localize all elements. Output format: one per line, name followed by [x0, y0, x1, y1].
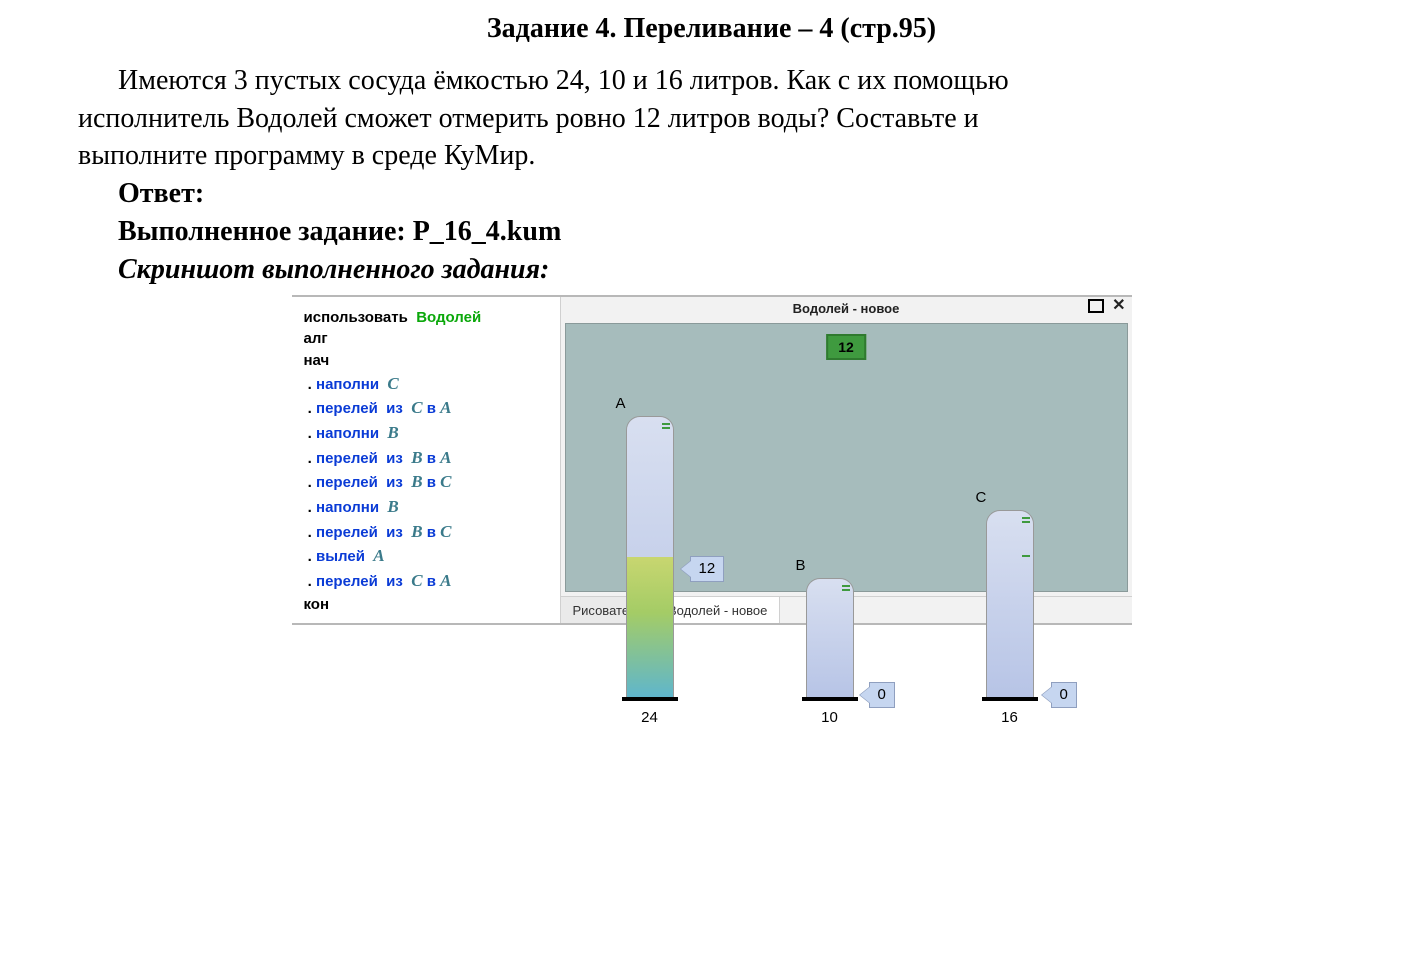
keyword-use: использовать	[304, 309, 408, 326]
keyword-begin: нач	[304, 352, 330, 369]
vessel-label: A	[616, 394, 626, 414]
problem-line: выполните программу в среде КуМир.	[78, 137, 1345, 175]
window-controls: ✕	[1088, 299, 1125, 313]
code-line: . перелей из B в C	[304, 470, 552, 495]
code-line: использовать Водолей	[304, 307, 552, 329]
vessel-capacity: 16	[1001, 708, 1018, 728]
vessel-base	[982, 697, 1038, 701]
vessel-tube	[626, 416, 674, 698]
vessel-base	[802, 697, 858, 701]
vessel-tube	[806, 578, 854, 698]
vessel-C: C16	[982, 488, 1038, 729]
problem-text: Имеются 3 пустых сосуда ёмкостью 24, 10 …	[78, 62, 1345, 175]
task-title: Задание 4. Переливание – 4 (стр.95)	[78, 10, 1345, 48]
vessel-tube	[986, 510, 1034, 698]
keyword-end: кон	[304, 596, 330, 613]
completed-task: Выполненное задание: Р_16_4.kum	[78, 213, 1345, 251]
ide-screenshot: использовать Водолей алг нач . наполни C…	[292, 295, 1132, 626]
vessel-fill	[627, 557, 673, 697]
answer-label: Ответ:	[78, 175, 1345, 213]
close-icon[interactable]: ✕	[1112, 301, 1125, 311]
maximize-icon[interactable]	[1088, 299, 1104, 313]
vessel-capacity: 10	[821, 708, 838, 728]
code-line: кон	[304, 594, 552, 616]
vessel-value-tag: 12	[690, 556, 725, 582]
code-line: . перелей из C в A	[304, 396, 552, 421]
executor-name: Водолей	[416, 309, 481, 326]
code-line: . перелей из B в C	[304, 520, 552, 545]
screenshot-caption: Скриншот выполненного задания:	[78, 251, 1345, 289]
vessel-base	[622, 697, 678, 701]
vessel-label: C	[976, 488, 987, 508]
vessel-value-tag: 0	[869, 682, 895, 708]
keyword-alg: алг	[304, 330, 328, 347]
code-line: . наполни B	[304, 495, 552, 520]
code-line: нач	[304, 350, 552, 372]
vessel-A: A24	[622, 394, 678, 729]
completed-label: Выполненное задание:	[118, 216, 413, 247]
vessel-value-tag: 0	[1051, 682, 1077, 708]
code-line: алг	[304, 328, 552, 350]
sim-window-title: Водолей - новое	[793, 300, 900, 318]
vessel-capacity: 24	[641, 708, 658, 728]
simulator-pane: Водолей - новое ✕ 12 A2412B100C160 Рисов…	[560, 297, 1132, 624]
code-pane: использовать Водолей алг нач . наполни C…	[292, 297, 560, 624]
problem-line: Имеются 3 пустых сосуда ёмкостью 24, 10 …	[78, 62, 1345, 100]
code-line: . наполни B	[304, 421, 552, 446]
sim-canvas: 12 A2412B100C160	[565, 323, 1128, 593]
vessel-label: B	[796, 556, 806, 576]
sim-titlebar: Водолей - новое ✕	[561, 297, 1132, 321]
result-badge: 12	[826, 334, 866, 361]
code-line: . наполни C	[304, 372, 552, 397]
problem-line: исполнитель Водолей сможет отмерить ровн…	[78, 100, 1345, 138]
vessel-B: B10	[802, 556, 858, 729]
code-line: . перелей из B в A	[304, 446, 552, 471]
code-line: . перелей из C в A	[304, 569, 552, 594]
completed-file: Р_16_4.kum	[413, 216, 562, 247]
code-line: . вылей A	[304, 544, 552, 569]
